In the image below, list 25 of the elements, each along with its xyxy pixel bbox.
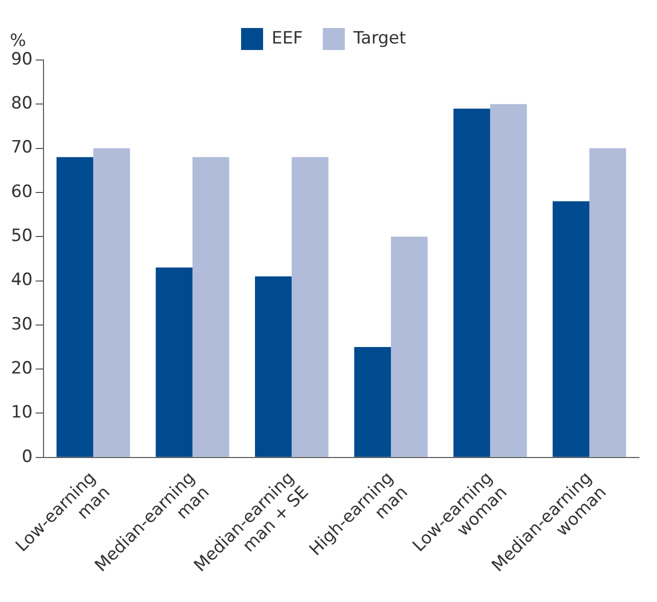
- bar: [156, 268, 192, 457]
- bar: [56, 157, 94, 457]
- bar: [552, 201, 590, 457]
- legend-label: EEF: [272, 28, 303, 48]
- y-tick-label: 40: [10, 270, 33, 290]
- bar: [93, 148, 130, 457]
- y-tick-label: 70: [10, 138, 33, 158]
- bar: [453, 108, 490, 457]
- y-axis-title: %: [10, 30, 26, 51]
- y-tick-label: 0: [22, 446, 33, 467]
- y-tick-label: 90: [10, 49, 33, 70]
- bar: [390, 236, 428, 457]
- bar: [254, 276, 292, 457]
- y-tick-label: 20: [10, 358, 33, 379]
- y-tick-label: 10: [10, 402, 33, 423]
- bar: [292, 157, 328, 457]
- bar: [192, 157, 230, 457]
- y-tick-label: 80: [10, 94, 33, 114]
- y-tick-label: 30: [10, 314, 33, 334]
- y-tick-label: 60: [10, 182, 33, 202]
- legend-label: Target: [352, 28, 406, 48]
- bar: [589, 148, 626, 457]
- bar: [490, 104, 527, 457]
- y-tick-label: 50: [10, 226, 33, 246]
- bar: [354, 347, 391, 457]
